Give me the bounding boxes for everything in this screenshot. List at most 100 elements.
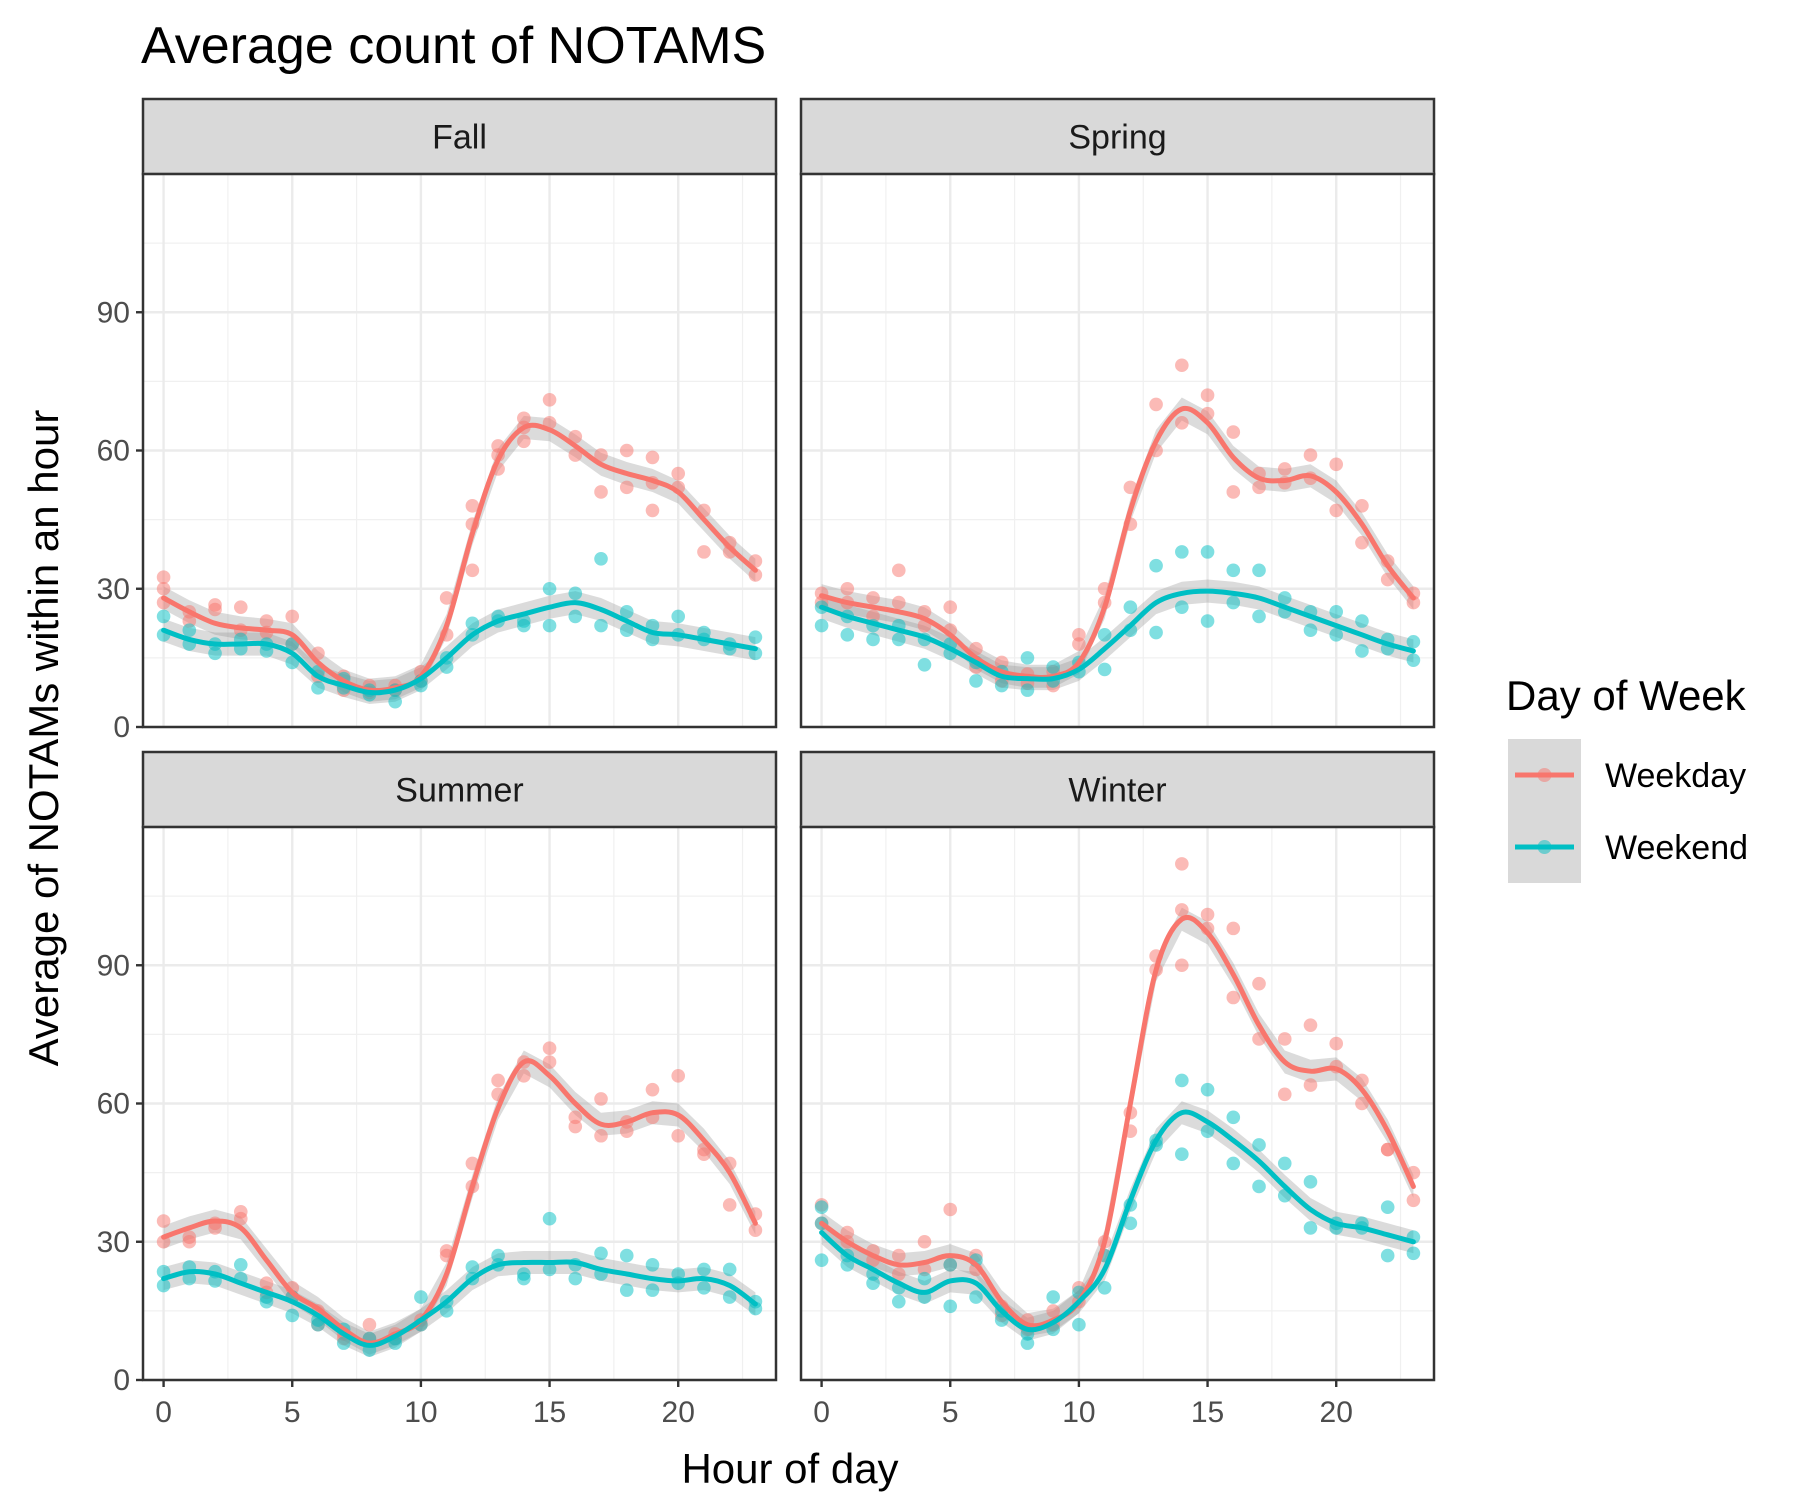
data-point	[1175, 903, 1189, 917]
data-point	[1303, 1175, 1318, 1189]
data-point	[542, 393, 557, 407]
data-point	[568, 448, 583, 462]
data-point	[1175, 600, 1189, 614]
legend-item-weekday: Weekday	[1508, 739, 1746, 811]
data-point	[1329, 604, 1344, 619]
y-axis-title: Average of NOTAMs within an hour	[20, 410, 67, 1067]
data-point	[1380, 1142, 1395, 1157]
data-point	[542, 618, 557, 633]
data-point	[1252, 480, 1266, 495]
data-point	[182, 623, 197, 638]
data-point	[362, 1317, 377, 1332]
data-point	[697, 545, 711, 559]
data-point	[594, 618, 608, 633]
data-point	[568, 429, 583, 444]
data-point	[1303, 448, 1318, 462]
data-point	[233, 1211, 248, 1226]
data-point	[156, 1278, 171, 1293]
facet-strip-label: Winter	[1068, 772, 1166, 810]
facet-panels: Fall Spring Summer Winter	[141, 97, 1436, 1382]
data-point	[542, 1041, 557, 1055]
data-point	[619, 443, 634, 458]
data-point	[994, 678, 1009, 693]
data-point	[1097, 1281, 1112, 1295]
y-tick-label: 0	[113, 711, 130, 744]
data-point	[594, 1246, 608, 1261]
data-point	[1252, 1138, 1266, 1152]
data-point	[1329, 1036, 1344, 1051]
data-point	[619, 480, 634, 495]
data-point	[1175, 545, 1189, 559]
data-point	[311, 681, 325, 695]
data-point	[1380, 1248, 1395, 1263]
data-point	[943, 1202, 958, 1217]
data-point	[542, 581, 557, 596]
legend-keys: Weekday Weekend	[1508, 739, 1748, 883]
data-point	[1277, 1032, 1292, 1046]
axes-layer: 0 30 60 90 0 30 60 90 0 5 10 15 20 0 5 10 15 20	[97, 296, 1353, 1429]
facet-strip-label: Fall	[432, 119, 487, 157]
y-tick-label: 60	[97, 435, 130, 468]
y-tick-label: 30	[97, 1226, 130, 1259]
chart-title: Average count of NOTAMS	[141, 17, 766, 75]
data-point	[1277, 591, 1292, 605]
points-weekday	[814, 358, 1421, 693]
legend-key-point	[1537, 768, 1552, 782]
data-point	[1020, 651, 1035, 665]
data-point	[594, 485, 608, 499]
x-tick-label: 5	[942, 1396, 959, 1429]
facet-strip	[799, 97, 1436, 176]
data-point	[1226, 990, 1241, 1005]
y-tick-label: 90	[97, 949, 130, 982]
data-point	[1046, 1290, 1060, 1304]
data-point	[388, 694, 402, 709]
facet-panel-fall: Fall	[141, 97, 778, 729]
data-point	[1355, 499, 1369, 513]
data-point	[866, 632, 880, 647]
data-point	[1046, 1304, 1060, 1318]
data-point	[1175, 1147, 1189, 1161]
data-point	[645, 1283, 660, 1297]
data-point	[1123, 480, 1138, 495]
plot-area	[814, 857, 1421, 1350]
data-point	[969, 674, 983, 688]
x-tick-label: 10	[1062, 1396, 1095, 1429]
data-point	[311, 1317, 325, 1332]
smooth-line-weekday	[161, 1058, 758, 1346]
facet-panel-spring: Spring	[799, 97, 1436, 729]
smooth-line-weekend	[161, 600, 758, 696]
data-point	[671, 466, 686, 481]
data-point	[465, 1260, 480, 1274]
data-point	[594, 448, 608, 462]
panel-border	[799, 825, 1436, 1382]
data-point	[1226, 1156, 1241, 1171]
data-point	[891, 595, 906, 610]
data-point	[517, 1069, 531, 1083]
data-point	[1226, 1110, 1241, 1125]
data-point	[722, 1262, 737, 1277]
data-point	[1303, 1221, 1318, 1235]
data-point	[465, 499, 480, 513]
data-point	[156, 1214, 171, 1228]
data-point	[465, 563, 480, 578]
data-point	[1355, 535, 1369, 550]
data-point	[1252, 976, 1266, 991]
data-point	[1226, 425, 1241, 439]
data-point	[891, 632, 906, 647]
confidence-band-weekend	[163, 1251, 756, 1357]
data-point	[619, 604, 634, 619]
data-point	[1226, 921, 1241, 936]
data-point	[645, 1082, 660, 1097]
data-point	[645, 632, 660, 647]
data-point	[1355, 644, 1369, 658]
data-point	[722, 1290, 737, 1304]
data-point	[491, 1073, 505, 1088]
data-point	[465, 1156, 480, 1171]
smooth-line-weekday	[819, 405, 1416, 681]
data-point	[1200, 907, 1215, 922]
data-point	[814, 1253, 829, 1267]
data-point	[156, 570, 171, 585]
data-point	[517, 434, 531, 449]
data-point	[840, 628, 855, 642]
data-point	[748, 568, 763, 582]
